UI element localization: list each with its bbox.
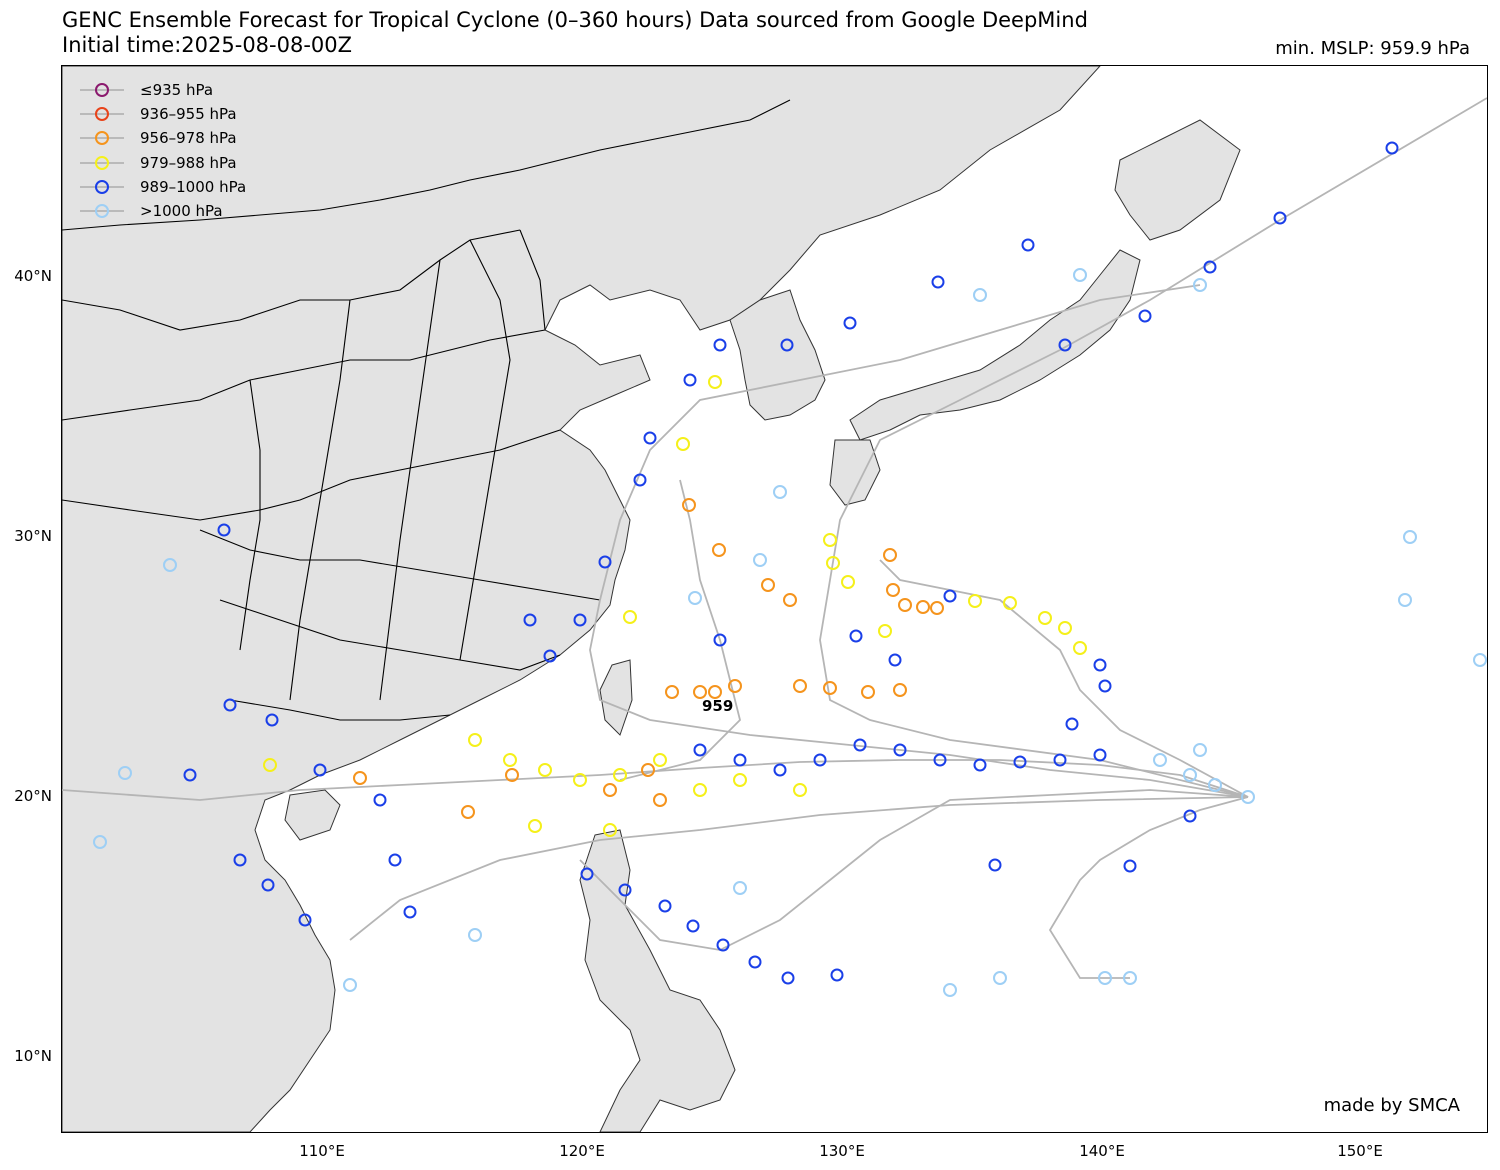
lon-tick-label: 120°E <box>559 1142 605 1160</box>
legend-label: >1000 hPa <box>140 202 223 221</box>
track-lines <box>62 97 1487 979</box>
lat-tick-label: 30°N <box>14 527 52 545</box>
land-japan-kyushu <box>829 439 881 506</box>
lon-tick-label: 130°E <box>819 1142 865 1160</box>
map-title: GENC Ensemble Forecast for Tropical Cycl… <box>62 8 1088 32</box>
lon-tick-label: 140°E <box>1079 1142 1125 1160</box>
legend-item: 936–955 hPa <box>80 102 246 126</box>
land-korea <box>729 289 826 421</box>
lon-tick-label: 110°E <box>299 1142 345 1160</box>
legend-item: ≤935 hPa <box>80 78 246 102</box>
legend-label: 989–1000 hPa <box>140 177 247 196</box>
legend-label: 979–988 hPa <box>140 153 237 172</box>
legend-label: 936–955 hPa <box>140 105 237 124</box>
pressure-legend: ≤935 hPa 936–955 hPa 956–978 hPa 979–988… <box>80 78 246 223</box>
legend-marker-icon <box>80 201 132 221</box>
land-hainan <box>284 789 341 841</box>
initial-time: Initial time:2025-08-08-00Z <box>62 33 353 57</box>
land-japan-honshu <box>849 249 1141 441</box>
lat-tick-label: 10°N <box>14 1047 52 1065</box>
legend-item: 979–988 hPa <box>80 151 246 175</box>
track-markers <box>93 141 1487 997</box>
credit-text: made by SMCA <box>1323 1095 1460 1116</box>
legend-label: ≤935 hPa <box>140 81 214 100</box>
legend-item: >1000 hPa <box>80 199 246 223</box>
land-philippines <box>579 829 736 1132</box>
lon-tick-label: 150°E <box>1337 1142 1383 1160</box>
min-mslp-label: min. MSLP: 959.9 hPa <box>1275 38 1470 59</box>
map-frame <box>61 65 1488 1133</box>
legend-marker-icon <box>80 80 132 100</box>
legend-item: 956–978 hPa <box>80 126 246 150</box>
legend-marker-icon <box>80 128 132 148</box>
land-japan-hokkaido <box>1114 119 1241 241</box>
lat-tick-label: 40°N <box>14 267 52 285</box>
legend-item: 989–1000 hPa <box>80 175 246 199</box>
min-pressure-annotation: 959 <box>702 697 734 715</box>
province-borders <box>62 99 791 721</box>
legend-marker-icon <box>80 177 132 197</box>
legend-marker-icon <box>80 104 132 124</box>
land-taiwan <box>599 659 633 736</box>
lat-tick-label: 20°N <box>14 787 52 805</box>
legend-label: 956–978 hPa <box>140 129 237 148</box>
legend-marker-icon <box>80 153 132 173</box>
